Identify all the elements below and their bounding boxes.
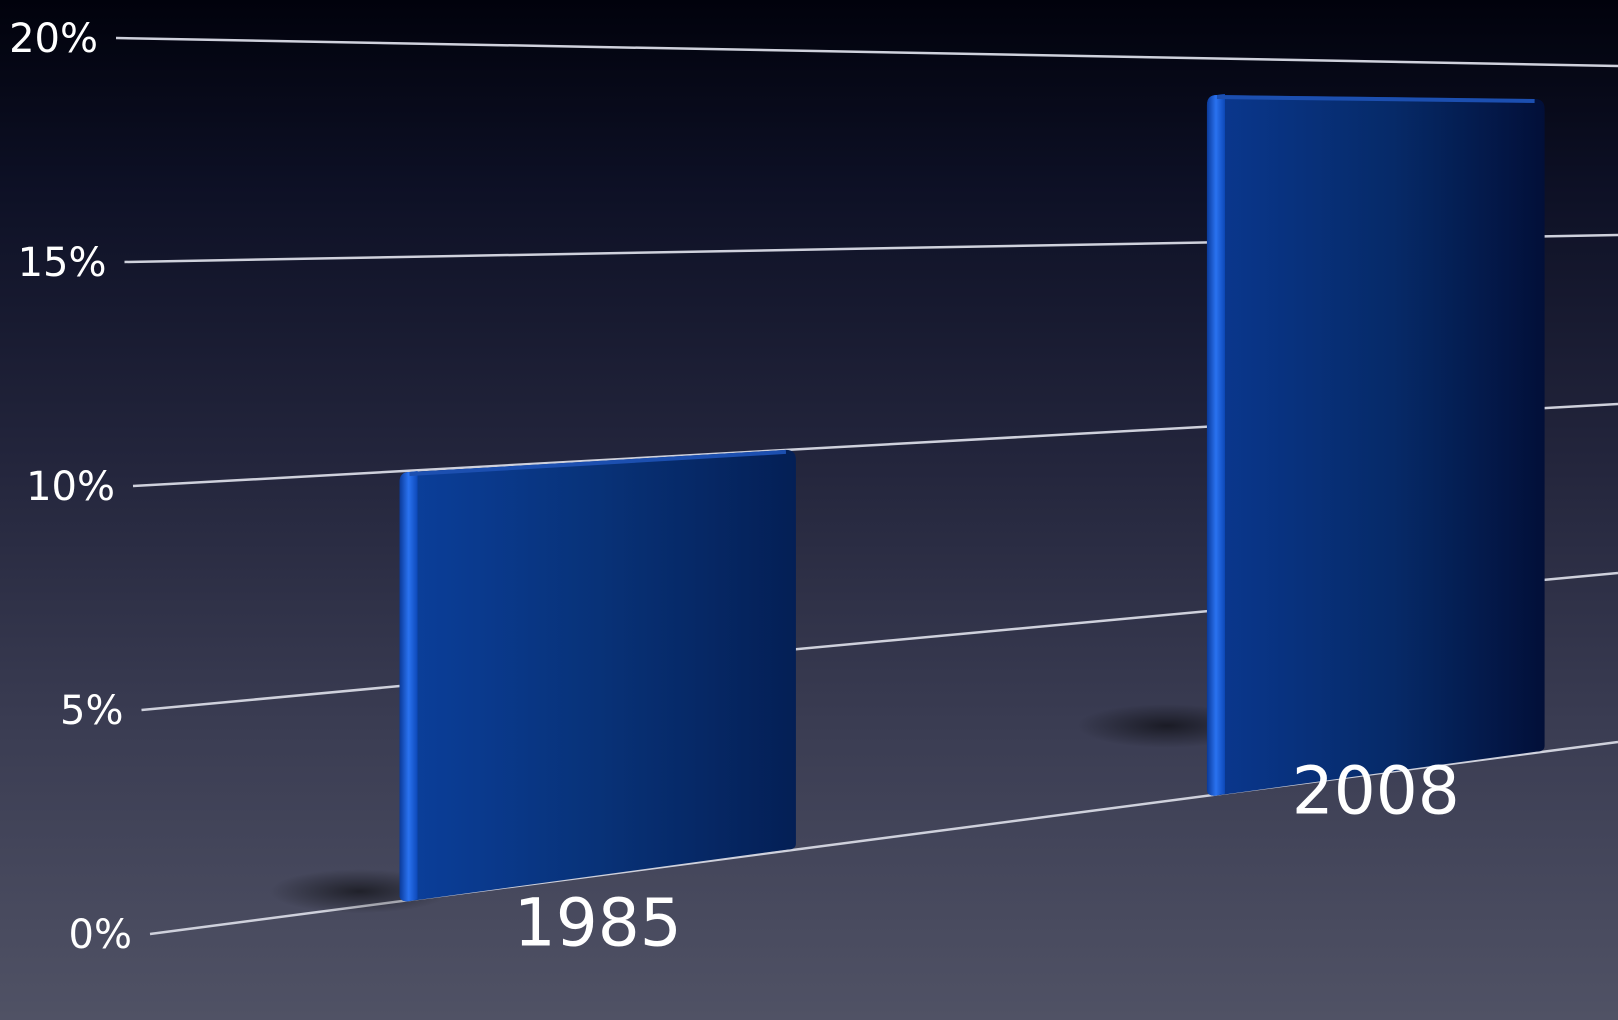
category-label-2008: 2008 xyxy=(1292,753,1460,830)
bar-top-rim xyxy=(409,449,787,477)
category-labels: 1985 2008 xyxy=(514,753,1460,962)
bar-1985 xyxy=(269,449,796,914)
bars xyxy=(269,94,1545,914)
bar-edge-highlight xyxy=(1206,94,1225,796)
y-tick-label: 10% xyxy=(26,464,115,510)
category-label-1985: 1985 xyxy=(514,884,682,961)
y-tick-label: 15% xyxy=(18,240,107,286)
y-tick-label: 20% xyxy=(9,16,98,62)
bar-face xyxy=(399,449,796,902)
gridline-4 xyxy=(115,36,1618,68)
y-tick-label: 5% xyxy=(60,688,123,734)
bar-2008 xyxy=(1076,94,1545,796)
y-tick-label: 0% xyxy=(69,912,132,958)
bar-top-rim xyxy=(1216,95,1535,103)
bar-face xyxy=(1206,95,1545,796)
y-axis-ticks: 0% 5% 10% 15% 20% xyxy=(9,16,132,958)
bar-edge-highlight xyxy=(399,471,418,902)
